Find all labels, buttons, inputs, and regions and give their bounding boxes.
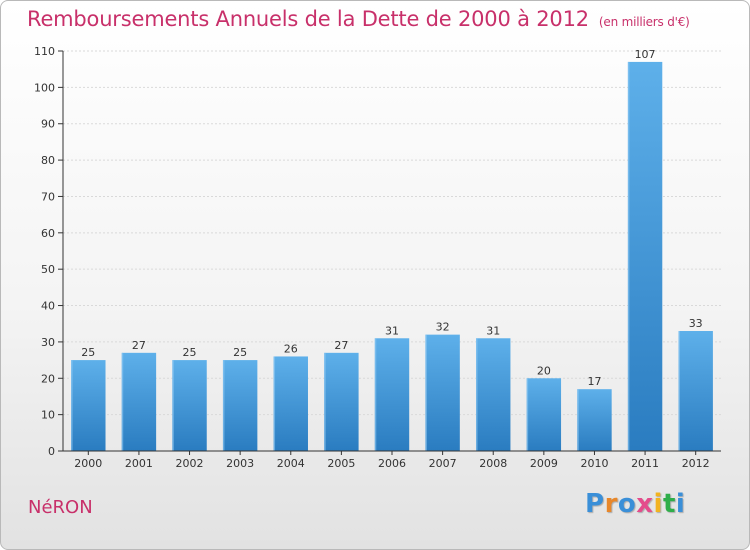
- bar-highlight: [121, 352, 124, 451]
- bar-2010: [577, 389, 612, 451]
- x-tick-label: 2001: [125, 457, 153, 470]
- y-tick-label: 40: [41, 300, 55, 313]
- x-tick-label: 2006: [378, 457, 406, 470]
- x-tick-label: 2000: [74, 457, 102, 470]
- x-tick-label: 2011: [631, 457, 659, 470]
- y-tick-label: 110: [34, 45, 55, 58]
- y-tick-label: 100: [34, 81, 55, 94]
- bar-2007: [425, 334, 460, 451]
- bar-2000: [71, 360, 106, 451]
- bar-value-label: 33: [689, 317, 703, 330]
- commune-name: NéRON: [28, 497, 93, 518]
- bar-2005: [324, 352, 359, 451]
- bar-highlight: [678, 331, 680, 451]
- y-tick-label: 10: [41, 409, 55, 422]
- bar-highlight: [222, 360, 225, 451]
- bar-value-label: 25: [81, 346, 95, 359]
- bar-2011: [627, 61, 663, 452]
- proxiti-logo: Proxiti: [585, 489, 686, 519]
- bars: [71, 61, 713, 452]
- bar-value-label: 27: [132, 339, 146, 352]
- labels: 0 10 20 30 40 50 60 70 80 90 100 110 25 2000 27 2001 25 2…: [34, 45, 710, 470]
- bar-2008: [476, 338, 511, 451]
- bar-highlight: [476, 338, 478, 451]
- bar-2006: [374, 338, 410, 451]
- bar-highlight: [425, 334, 427, 451]
- y-tick-label: 60: [41, 227, 55, 240]
- x-tick-label: 2004: [277, 457, 305, 470]
- bar-2009: [526, 378, 562, 451]
- x-tick-label: 2012: [682, 457, 710, 470]
- bar-highlight: [577, 389, 579, 451]
- axes: [58, 50, 721, 455]
- bar-highlight: [526, 378, 529, 451]
- y-tick-label: 0: [48, 445, 55, 458]
- chart-title: Remboursements Annuels de la Dette de 20…: [27, 7, 690, 31]
- bar-highlight: [273, 356, 276, 451]
- y-tick-label: 50: [41, 263, 55, 276]
- x-tick-label: 2007: [429, 457, 457, 470]
- bar-value-label: 31: [486, 324, 500, 337]
- bar-highlight: [172, 360, 174, 451]
- bar-value-label: 25: [233, 346, 247, 359]
- bar-highlight: [627, 61, 630, 452]
- bar-value-label: 107: [635, 48, 656, 61]
- y-tick-label: 30: [41, 336, 55, 349]
- bar-value-label: 20: [537, 364, 551, 377]
- y-tick-label: 70: [41, 190, 55, 203]
- x-tick-label: 2002: [176, 457, 204, 470]
- y-tick-label: 20: [41, 372, 55, 385]
- x-tick-label: 2008: [479, 457, 507, 470]
- x-tick-label: 2005: [327, 457, 355, 470]
- x-tick-label: 2003: [226, 457, 254, 470]
- bar-2004: [273, 356, 308, 451]
- bar-value-label: 17: [587, 375, 601, 388]
- x-tick-label: 2010: [580, 457, 608, 470]
- bar-highlight: [374, 338, 377, 451]
- y-tick-label: 90: [41, 118, 55, 131]
- bar-value-label: 32: [436, 321, 450, 334]
- bar-value-label: 25: [183, 346, 197, 359]
- bar-highlight: [324, 352, 326, 451]
- x-tick-label: 2009: [530, 457, 558, 470]
- y-tick-label: 80: [41, 154, 55, 167]
- bar-2002: [172, 360, 207, 451]
- bar-2003: [222, 360, 258, 451]
- bar-2012: [678, 331, 713, 451]
- chart-subtitle: (en milliers d'€): [598, 15, 690, 29]
- bar-2001: [121, 352, 157, 451]
- bar-value-label: 31: [385, 324, 399, 337]
- bar-value-label: 27: [334, 339, 348, 352]
- bar-highlight: [71, 360, 73, 451]
- chart-title-text: Remboursements Annuels de la Dette de 20…: [27, 7, 589, 31]
- bar-value-label: 26: [284, 342, 298, 355]
